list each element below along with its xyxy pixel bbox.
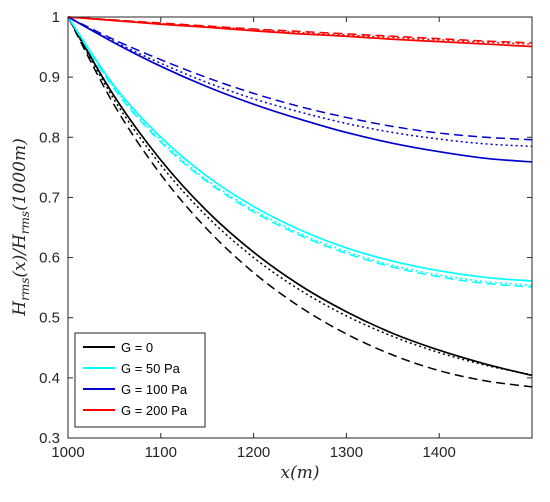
legend-box	[74, 332, 206, 428]
legend-label: G = 100 Pa	[121, 382, 188, 397]
series-line-1-dashed	[67, 16, 533, 388]
series-line-10-dashed	[67, 16, 533, 44]
y-tick-label: 0.9	[39, 69, 60, 86]
x-tick-label: 1400	[423, 444, 456, 461]
y-tick-label: 0.5	[39, 310, 60, 327]
x-tick-label: 1200	[237, 444, 270, 461]
y-tick-label: 0.6	[39, 250, 60, 267]
x-tick-label: 1000	[51, 444, 84, 461]
series-line-0-solid	[67, 16, 533, 377]
series-line-2-dotted	[67, 16, 533, 376]
series-line-9-solid	[67, 16, 533, 48]
y-tick-label: 1	[52, 9, 60, 26]
legend-label: G = 50 Pa	[121, 361, 181, 376]
series-line-3-solid	[67, 16, 533, 282]
y-axis-label-text: Hrms(x)/Hrms(1000m)	[10, 138, 32, 316]
series-layer	[67, 16, 533, 388]
legend-label: G = 200 Pa	[121, 403, 188, 418]
y-tick-label: 0.7	[39, 189, 60, 206]
x-tick-label: 1100	[145, 444, 177, 461]
series-line-11-dotted	[67, 16, 533, 45]
series-line-6-solid	[67, 16, 533, 163]
y-tick-label: 0.4	[39, 370, 60, 387]
y-tick-label: 0.8	[39, 129, 60, 146]
legend-label: G = 0	[121, 340, 153, 355]
y-axis-label: Hrms(x)/Hrms(1000m)	[10, 138, 32, 316]
y-tick-label: 0.3	[39, 430, 60, 447]
legend: G = 0 G = 50 Pa G = 100 Pa G = 200 Pa	[74, 332, 206, 428]
series-line-7-dashed	[67, 16, 533, 141]
x-tick-label: 1300	[330, 444, 363, 461]
ticks-layer: 1000 1100 1200 1300 1400 0.3 0.4 0.5 0.6 0.7 0.8 0.…	[39, 9, 532, 461]
plot-frame	[67, 16, 533, 439]
series-line-8-dotted	[67, 16, 533, 148]
x-axis-label: x(m)	[281, 463, 320, 483]
series-line-4-dashed	[67, 16, 533, 288]
